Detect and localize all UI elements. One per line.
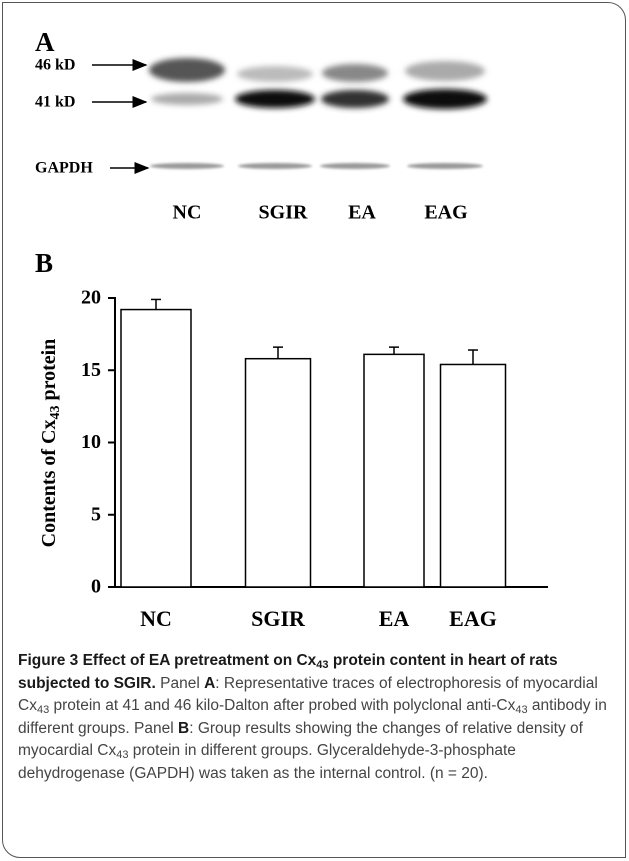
marker-label: 46 kD <box>35 57 75 74</box>
bar <box>121 310 191 587</box>
caption-subscript: 43 <box>515 704 527 716</box>
caption-subscript: 43 <box>37 704 49 716</box>
error-bar <box>389 347 399 354</box>
lane-label: EA <box>348 202 376 224</box>
y-tick-label: 0 <box>91 576 101 598</box>
caption-text: A <box>204 675 215 692</box>
bar <box>441 364 506 587</box>
lane-label: SGIR <box>259 202 308 224</box>
page: A 46 kD 41 kD GAPDH NC SGIR EA EAG B 0 5 1… <box>0 0 629 861</box>
caption-subscript: 43 <box>316 659 328 671</box>
caption-text: Figure 3 Effect of EA pretreatment on Cx <box>18 652 316 669</box>
y-axis-label-part: 43 <box>48 406 63 420</box>
x-tick-label: SGIR <box>251 606 306 631</box>
x-tick-label: NC <box>140 606 172 631</box>
bar <box>246 359 311 587</box>
lane-label: NC <box>173 202 202 224</box>
y-tick-label: 20 <box>81 287 101 309</box>
panel-label: A <box>35 27 55 57</box>
error-bar <box>151 299 161 309</box>
caption-text: Panel <box>156 675 204 692</box>
panel-label: B <box>35 248 53 278</box>
caption-subscript: 43 <box>116 749 128 761</box>
figure-caption: Figure 3 Effect of EA pretreatment on Cx… <box>18 650 614 785</box>
error-bar <box>273 347 283 359</box>
x-tick-label: EAG <box>449 606 497 631</box>
y-axis-label-part: protein <box>38 339 60 406</box>
x-tick-label: EA <box>379 606 410 631</box>
lane-label: EAG <box>424 202 468 224</box>
caption-text: protein at 41 and 46 kilo-Dalton after p… <box>49 697 515 714</box>
marker-label: 41 kD <box>35 94 75 111</box>
y-tick-label: 15 <box>81 359 101 381</box>
y-axis-label-part: Contents of Cx <box>38 420 60 548</box>
bar <box>364 354 424 587</box>
error-bar <box>468 350 478 364</box>
caption-text: B <box>178 720 189 737</box>
figure: A 46 kD 41 kD GAPDH NC SGIR EA EAG B 0 5 1… <box>0 0 629 650</box>
y-tick-label: 5 <box>91 503 101 525</box>
y-axis-label: Contents of Cx43 protein <box>38 339 64 548</box>
blot <box>92 58 487 169</box>
y-tick-label: 10 <box>81 431 101 453</box>
marker-label: GAPDH <box>35 160 93 177</box>
